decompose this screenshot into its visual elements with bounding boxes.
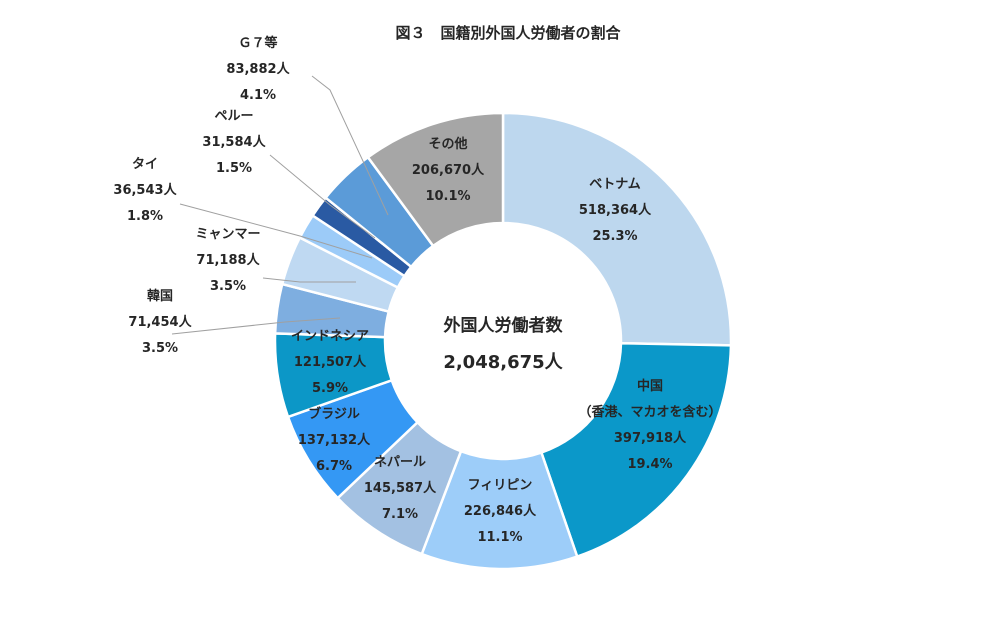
leader-lines bbox=[171, 75, 389, 335]
slice-label-8: タイ 36,543人 1.8% bbox=[113, 157, 177, 224]
slice-label-9: ペルー 31,584人 1.5% bbox=[202, 109, 266, 176]
chart-title: 図３ 国籍別外国人労働者の割合 bbox=[395, 24, 621, 42]
slice-1 bbox=[539, 341, 733, 559]
slice-label-5: インドネシア 121,507人 5.9% bbox=[291, 329, 369, 396]
center-label: 外国人労働者数 bbox=[444, 315, 564, 336]
slice-11 bbox=[366, 111, 505, 248]
slice-0 bbox=[501, 111, 733, 347]
leader-line-7 bbox=[262, 277, 356, 283]
slice-label-6: 韓国 71,454人 3.5% bbox=[128, 288, 192, 356]
slice-label-7: ミャンマー 71,188人 3.5% bbox=[195, 227, 260, 294]
slice-labels: ベトナム 518,364人 25.3% 中国（香港、マカオを含む） 397,918人 19… bbox=[113, 35, 721, 545]
slice-label-3: ネパール 145,587人 7.1% bbox=[364, 455, 437, 522]
center-value: 2,048,675人 bbox=[443, 352, 563, 373]
slice-label-2: フィリピン 226,846人 11.1% bbox=[464, 478, 537, 545]
slice-label-4: ブラジル 137,132人 6.7% bbox=[298, 406, 371, 474]
leader-line-6 bbox=[171, 317, 341, 335]
leader-line-9 bbox=[269, 154, 376, 239]
donut-slices bbox=[273, 111, 733, 571]
slice-label-10: Ｇ７等 83,882人 4.1% bbox=[226, 35, 290, 103]
slice-label-0: ベトナム 518,364人 25.3% bbox=[579, 177, 652, 244]
slice-label-1: 中国（香港、マカオを含む） 397,918人 19.4% bbox=[578, 378, 721, 472]
leader-line-10 bbox=[311, 75, 389, 216]
slice-label-11: その他 206,670人 10.1% bbox=[412, 136, 485, 204]
leader-line-8 bbox=[179, 203, 373, 259]
